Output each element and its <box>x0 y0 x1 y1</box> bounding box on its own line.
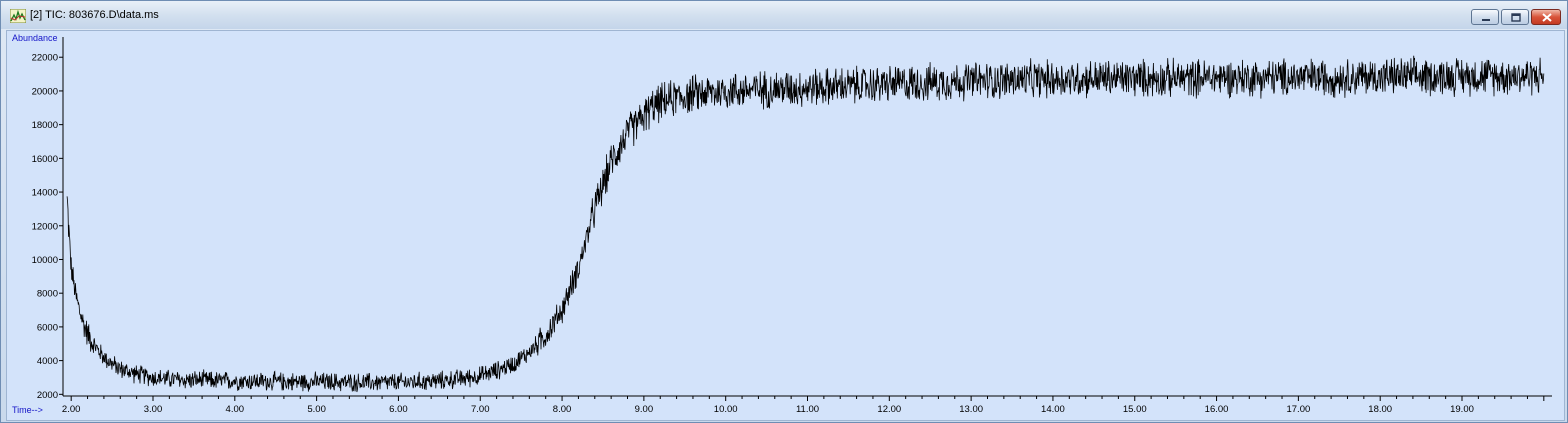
x-tick-label: 6.00 <box>389 404 408 415</box>
x-tick-label: 10.00 <box>714 404 738 415</box>
y-tick-label: 22000 <box>32 53 58 64</box>
y-tick-label: 6000 <box>37 322 58 333</box>
tic-chart[interactable]: 2000 4000 6000 8000 10000 12000 14000 16000 1800… <box>7 31 1564 420</box>
tic-trace-line <box>66 55 1545 393</box>
x-tick-label: 8.00 <box>553 404 572 415</box>
x-tick-label: 11.00 <box>796 404 819 415</box>
x-tick-label: 9.00 <box>635 404 654 415</box>
y-tick-label: 4000 <box>37 356 58 367</box>
maximize-icon <box>1511 13 1521 22</box>
x-tick-label: 3.00 <box>144 404 163 415</box>
close-icon <box>1542 13 1552 22</box>
maximize-button[interactable] <box>1501 9 1529 25</box>
x-tick-label: 17.00 <box>1286 404 1310 415</box>
x-tick-label: 15.00 <box>1123 404 1147 415</box>
x-axis-label: Time--> <box>12 405 43 415</box>
close-button[interactable] <box>1531 9 1561 25</box>
y-tick-label: 14000 <box>32 188 58 199</box>
y-tick-label: 20000 <box>32 86 58 97</box>
x-tick-label: 19.00 <box>1450 404 1474 415</box>
y-tick-label: 12000 <box>32 221 58 232</box>
y-tick-label: 16000 <box>32 154 58 165</box>
y-tick-label: 2000 <box>37 390 58 401</box>
window-title: [2] TIC: 803676.D\data.ms <box>30 9 159 21</box>
x-tick-label: 7.00 <box>471 404 490 415</box>
y-tick-label: 8000 <box>37 289 58 300</box>
x-tick-label: 2.00 <box>62 404 81 415</box>
minimize-button[interactable] <box>1471 9 1499 25</box>
y-tick-label: 10000 <box>32 255 58 266</box>
x-tick-label: 14.00 <box>1041 404 1065 415</box>
chromatogram-plot[interactable]: 2000 4000 6000 8000 10000 12000 14000 16000 1800… <box>6 30 1565 421</box>
y-tick-label: 18000 <box>32 120 58 131</box>
title-bar[interactable]: [2] TIC: 803676.D\data.ms <box>1 1 1567 29</box>
minimize-icon <box>1482 19 1490 21</box>
x-tick-label: 4.00 <box>226 404 245 415</box>
x-tick-label: 5.00 <box>307 404 326 415</box>
x-tick-label: 18.00 <box>1368 404 1392 415</box>
x-tick-label: 16.00 <box>1205 404 1229 415</box>
chromatogram-app-icon <box>10 9 26 23</box>
x-tick-label: 12.00 <box>877 404 901 415</box>
x-tick-label: 13.00 <box>959 404 983 415</box>
y-axis-label: Abundance <box>12 33 58 43</box>
